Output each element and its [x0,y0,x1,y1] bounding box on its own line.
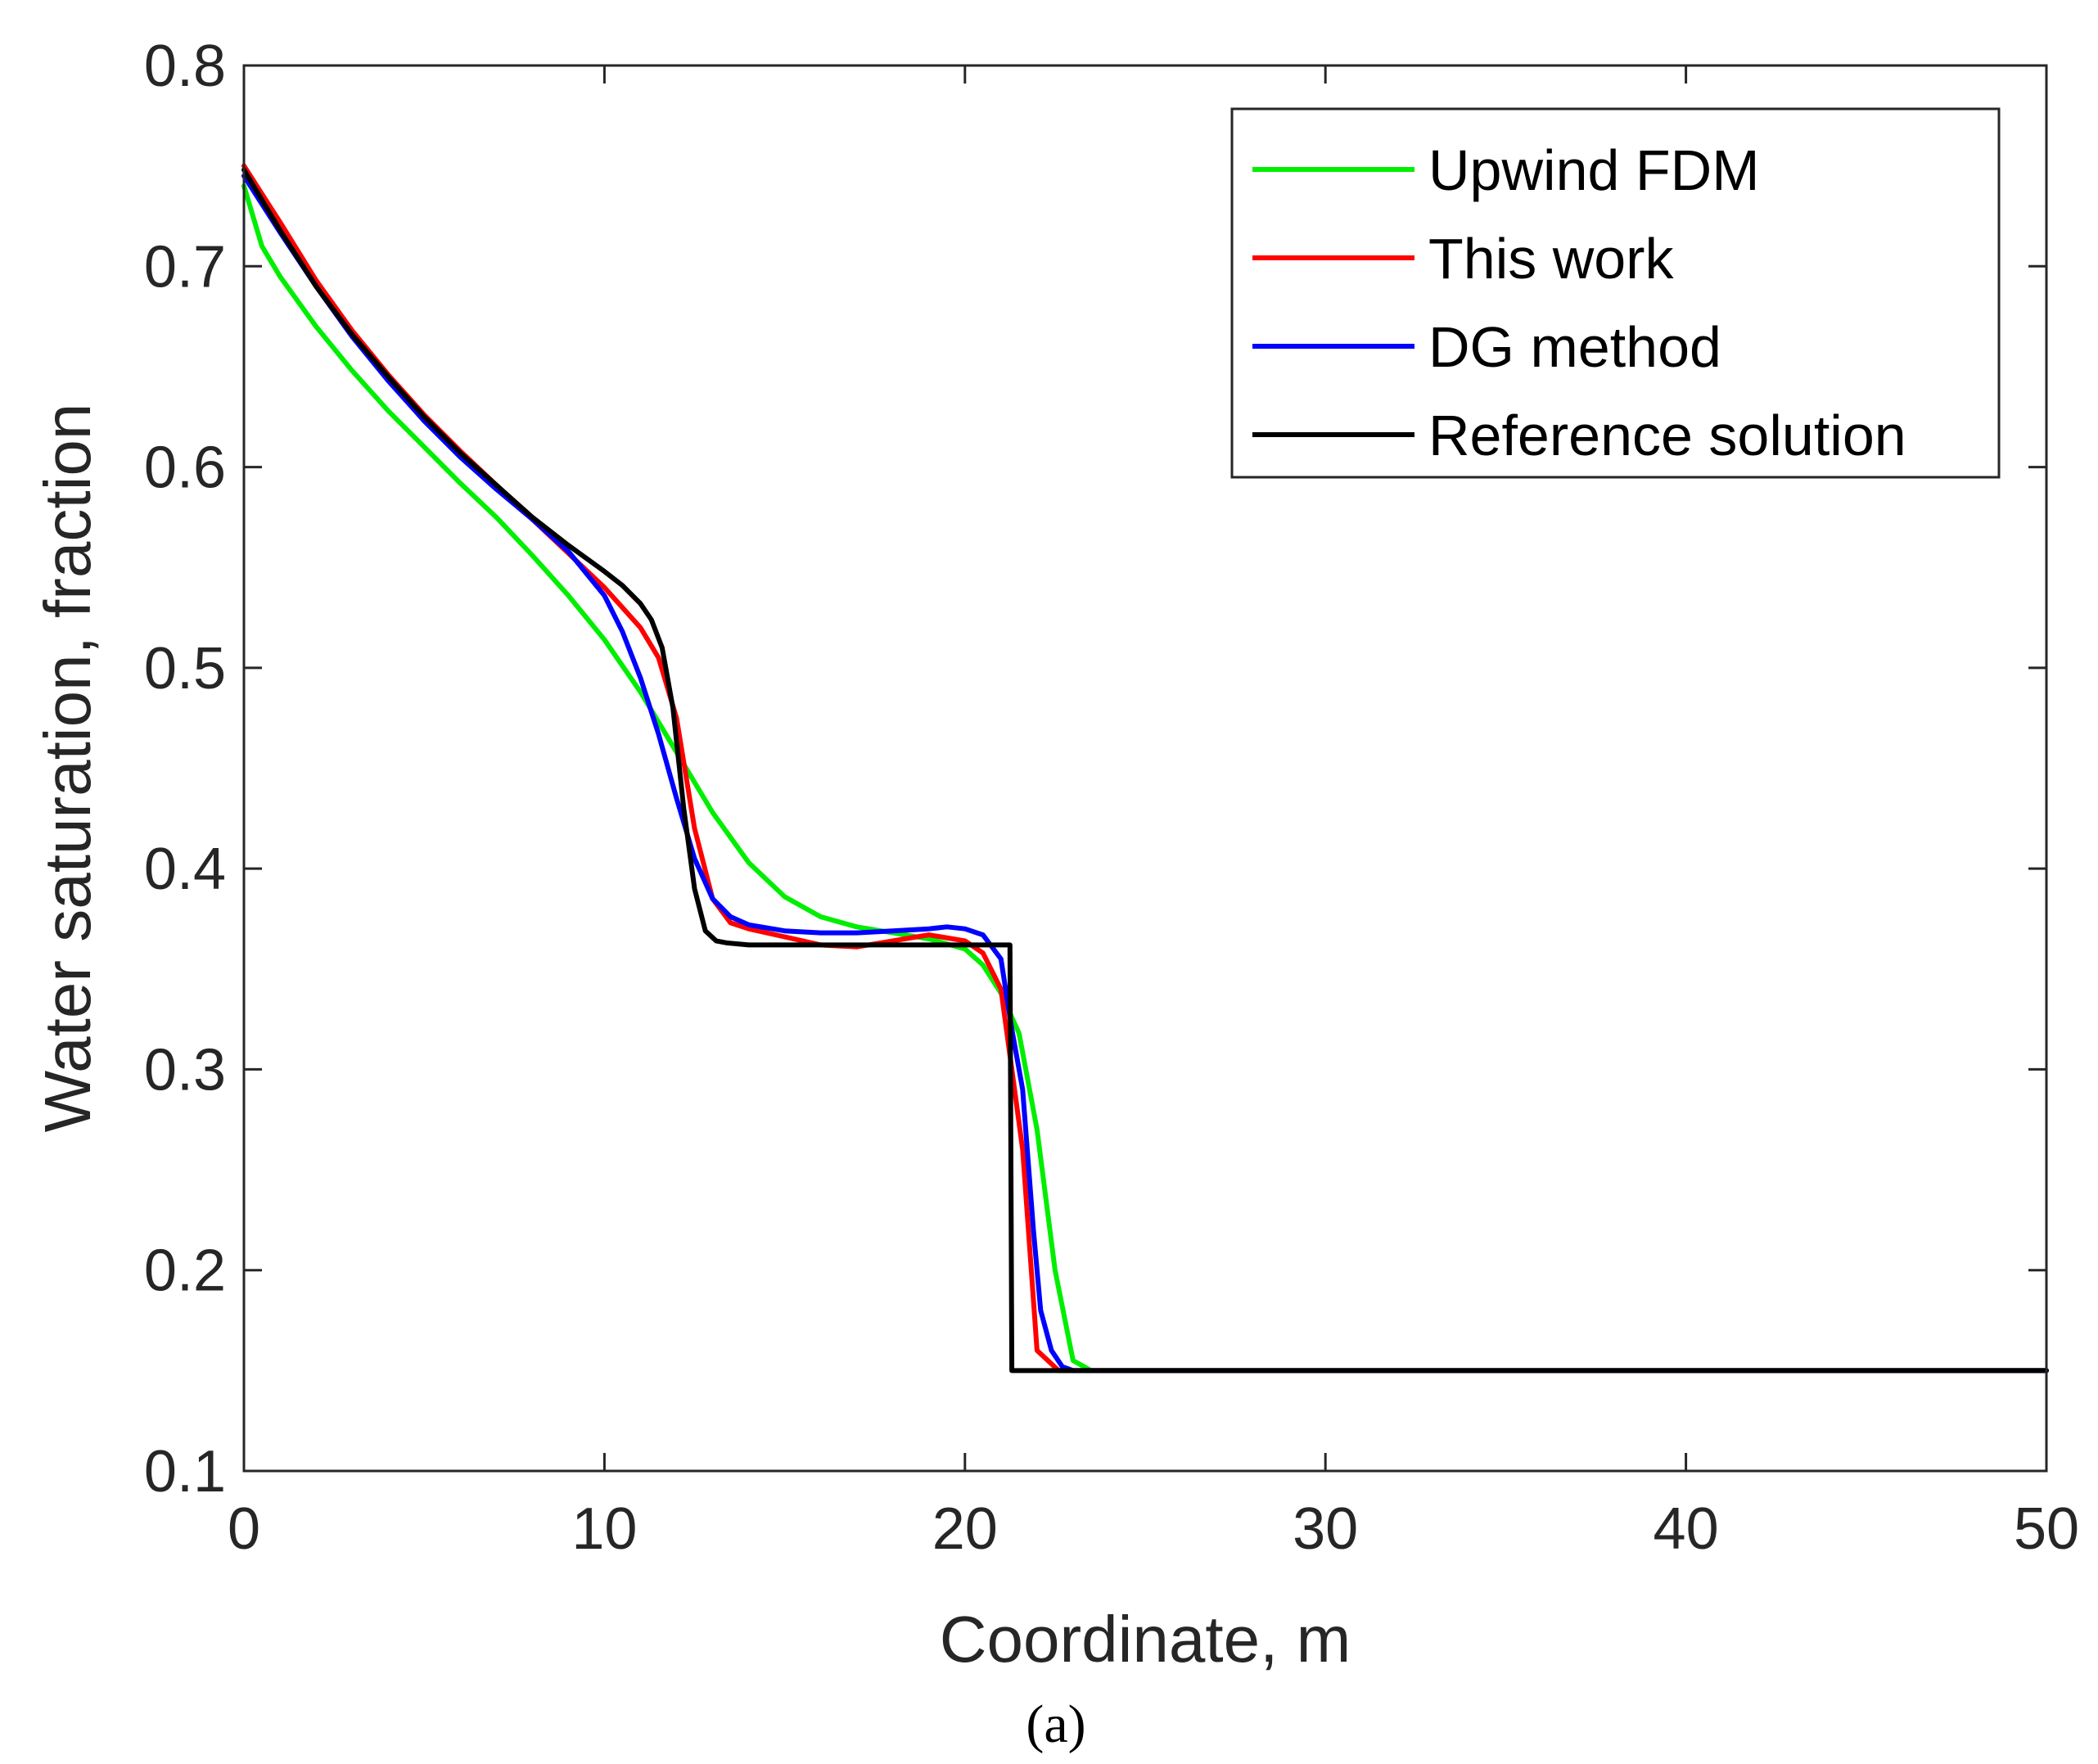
axes-box [242,64,2048,1473]
series-layer [241,163,2049,1374]
figure-caption: (a) [1026,1694,1085,1754]
legend-label-2: DG method [1428,315,1721,379]
x-axis-label: Coordinate, m [940,1603,1351,1676]
y-tick-label: 0.6 [144,435,226,501]
series-line-2 [241,173,2049,1374]
y-tick-label: 0.3 [144,1037,226,1103]
y-tick-label: 0.5 [144,636,226,702]
ticks-layer: 0 10 20 30 40 50 0.1 0.2 0.3 0.4 0.5 0.6 0.7 0.8 [144,34,2079,1562]
y-tick-label: 0.8 [144,34,226,99]
legend-label-3: Reference solution [1428,404,1906,467]
legend-label-0: Upwind FDM [1428,138,1760,202]
y-tick-label: 0.1 [144,1439,226,1505]
x-tick-label: 30 [1293,1496,1358,1562]
legend-label-1: This work [1428,227,1674,291]
y-tick-label: 0.2 [144,1238,226,1304]
y-tick-label: 0.7 [144,234,226,300]
x-tick-label: 0 [228,1496,260,1562]
legend: Upwind FDM This work DG method Reference so… [1230,107,2001,479]
series-line-0 [241,183,2049,1374]
y-tick-label: 0.4 [144,837,226,902]
x-tick-label: 40 [1654,1496,1719,1562]
x-tick-label: 20 [932,1496,998,1562]
series-line-3 [241,167,2049,1374]
y-axis-label: Water saturation, fraction [31,404,104,1133]
x-tick-label: 10 [571,1496,637,1562]
x-tick-label: 50 [2014,1496,2079,1562]
